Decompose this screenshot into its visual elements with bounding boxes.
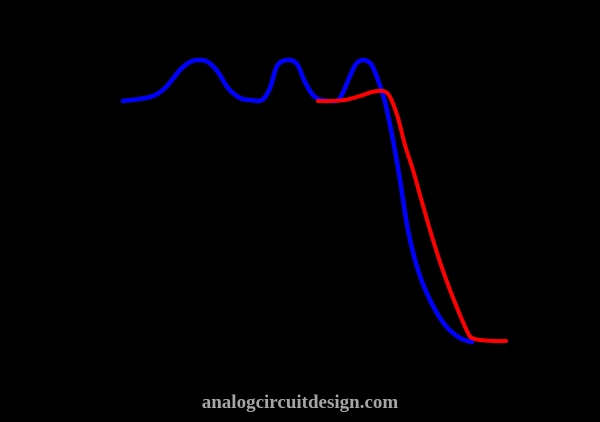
blue-response-curve <box>120 57 475 345</box>
watermark-text: analogcircuitdesign.com <box>201 392 399 413</box>
red-response-curve <box>316 88 508 344</box>
